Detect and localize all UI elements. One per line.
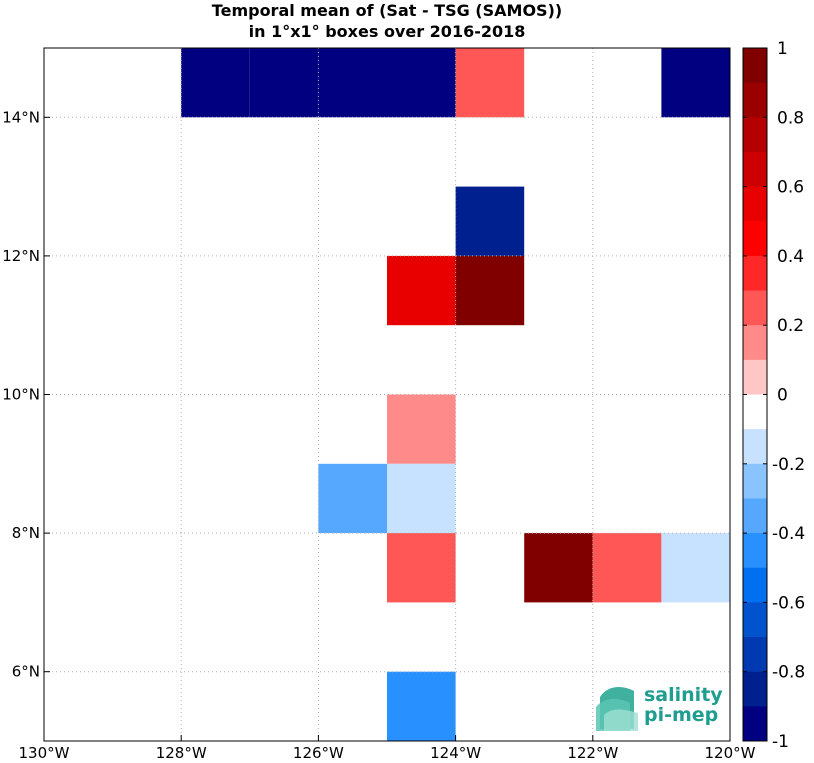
colorbar-segment [743, 151, 767, 188]
colorbar-segment [743, 255, 767, 292]
heatmap-cell [661, 533, 730, 603]
heatmap-cell [181, 48, 250, 118]
x-tick-label: 128°W [156, 744, 207, 762]
colorbar-tick-label: -0.6 [772, 593, 805, 613]
x-tick-label: 120°W [705, 744, 756, 762]
x-tick-label: 130°W [19, 744, 70, 762]
colorbar-segment [743, 290, 767, 326]
heatmap-cell [387, 48, 456, 118]
colorbar-segment [743, 359, 767, 395]
heatmap-cell [387, 671, 456, 741]
colorbar-segment [743, 463, 767, 499]
heatmap-cell [387, 533, 456, 603]
colorbar-tick-label: 0.2 [777, 316, 804, 336]
heatmap-cell [387, 463, 456, 534]
colorbar-segment [743, 186, 767, 222]
x-axis: 130°W 128°W 126°W 124°W 122°W 120°W [19, 735, 756, 762]
colorbar: 1 0.8 0.6 0.4 0.2 0 -0.2 -0.4 -0.6 -0.8 -1 [742, 39, 805, 752]
heatmap-cell [387, 255, 456, 326]
logo-text-pi-mep: pi-mep [644, 704, 719, 726]
colorbar-tick-label: 0.8 [777, 108, 804, 128]
colorbar-segment [743, 637, 767, 673]
title-line-1: Temporal mean of (Sat - TSG (SAMOS)) [211, 1, 563, 20]
heatmap-cell [592, 533, 662, 603]
colorbar-segment [743, 671, 767, 707]
heatmap-cell [318, 48, 387, 118]
salinity-pi-mep-logo: salinity pi-mep [594, 683, 724, 733]
colorbar-segment [743, 394, 767, 430]
colorbar-segment [743, 82, 767, 118]
y-tick-label: 10°N [2, 386, 40, 404]
heatmap-cell [387, 394, 456, 464]
y-axis: 6°N 8°N 10°N 12°N 14°N [2, 108, 50, 681]
colorbar-segment [743, 429, 767, 465]
y-tick-label: 6°N [12, 663, 40, 681]
chart-title: Temporal mean of (Sat - TSG (SAMOS)) in … [44, 0, 730, 42]
wave-icon [596, 687, 638, 731]
title-line-2: in 1°x1° boxes over 2016-2018 [248, 22, 526, 41]
colorbar-segment [743, 117, 767, 153]
heatmap-cell [249, 48, 319, 118]
colorbar-tick-label: 0.6 [777, 178, 804, 198]
colorbar-segment [743, 706, 767, 742]
colorbar-tick-label: -0.8 [772, 663, 805, 683]
heatmap-cell [455, 48, 525, 118]
heatmap-cell [661, 48, 730, 118]
y-tick-label: 12°N [2, 247, 40, 265]
x-tick-label: 126°W [293, 744, 344, 762]
colorbar-segment [743, 567, 767, 603]
logo-text-salinity: salinity [644, 684, 723, 706]
colorbar-tick-label: -1 [772, 732, 789, 752]
colorbar-tick-label: 1 [777, 39, 788, 59]
colorbar-tick-label: 0.4 [777, 247, 804, 267]
colorbar-tick-label: 0 [777, 386, 788, 406]
heatmap-cells [181, 48, 730, 741]
y-tick-label: 14°N [2, 108, 40, 126]
colorbar-segment [743, 325, 767, 361]
heatmap-cell [455, 255, 525, 326]
colorbar-tick-label: -0.4 [772, 524, 805, 544]
heatmap-cell [318, 463, 387, 534]
colorbar-tick-label: -0.2 [772, 455, 805, 475]
colorbar-segment [743, 498, 767, 534]
heatmap-cell [524, 533, 593, 603]
colorbar-segment [743, 221, 767, 257]
y-tick-label: 8°N [12, 524, 40, 542]
colorbar-segment [743, 48, 767, 84]
colorbar-segment [743, 602, 767, 638]
colorbar-segment [743, 533, 767, 569]
x-tick-label: 122°W [567, 744, 618, 762]
x-tick-label: 124°W [430, 744, 481, 762]
heatmap-cell [455, 186, 525, 256]
